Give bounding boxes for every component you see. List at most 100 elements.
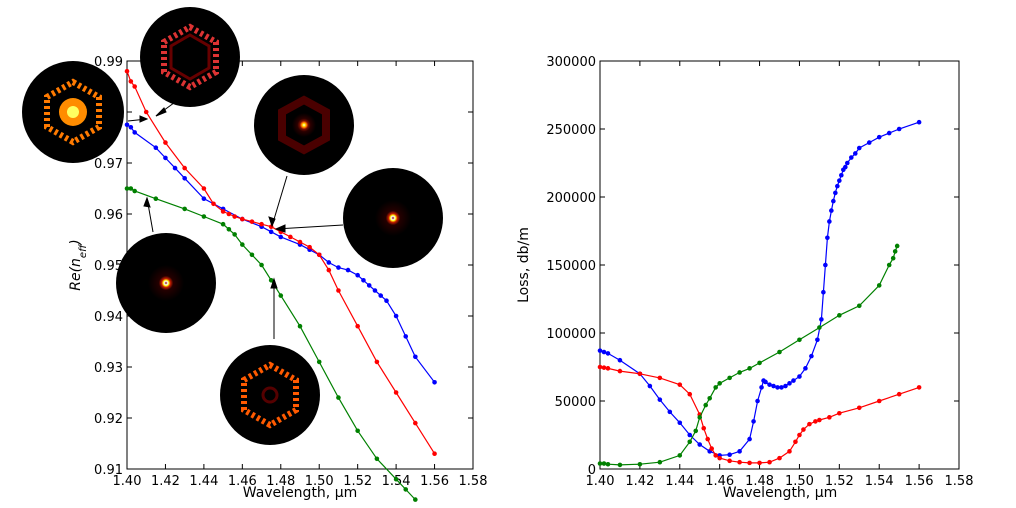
data-point [374,456,380,462]
x-tick-label: 1.42 [151,474,180,489]
data-point [713,453,718,458]
x-tick-label: 1.56 [905,474,934,489]
data-point [890,255,896,261]
data-point [345,267,351,273]
data-point [709,446,714,451]
data-point [707,395,712,401]
data-point [835,183,840,189]
mode-image-lower-left [116,233,216,333]
data-point [124,122,130,128]
data-point [693,428,699,434]
data-point [384,298,389,304]
data-point [617,368,623,374]
y-tick-label: 0 [588,463,596,478]
data-point [845,160,850,166]
data-point [153,196,159,201]
y-tick-label: 0.96 [94,208,123,223]
data-point [249,219,255,224]
data-point [124,186,130,191]
data-point [797,432,802,438]
data-point [697,415,703,420]
data-point [751,419,756,424]
data-point [657,375,663,381]
data-point [837,313,842,318]
data-point [783,383,788,389]
data-point [307,244,312,250]
left-x-axis-label: Wavelength, μm [243,485,358,501]
data-point [316,359,322,365]
data-point [413,354,418,360]
y-tick-label: 0.97 [94,157,123,172]
data-point [288,234,293,240]
x-tick-label: 1.54 [865,474,894,489]
data-point [705,436,710,442]
data-point [240,242,245,247]
x-tick-label: 1.46 [228,474,257,489]
data-point [128,79,134,84]
data-point [823,262,828,268]
data-point [737,449,742,454]
data-point [259,262,264,268]
data-point [336,395,341,400]
x-tick-label: 1.52 [825,474,854,489]
data-point [393,313,399,319]
y-tick-label: 150000 [546,259,596,274]
data-point [226,211,232,217]
series-line [597,243,900,468]
y-tick-label: 0.95 [94,259,123,274]
data-point [201,214,207,219]
data-point [791,378,796,383]
data-point [763,379,768,385]
x-tick-label: 1.58 [945,474,974,489]
data-point [163,140,168,145]
y-tick-label: 0.91 [94,463,123,478]
data-point [432,451,437,457]
data-point [201,196,207,201]
data-point [355,323,360,329]
data-point [647,383,653,389]
x-tick-label: 1.58 [459,474,488,489]
data-point [326,260,332,265]
data-point [657,459,663,465]
data-point [856,303,862,309]
data-point [843,164,848,170]
data-point [807,421,812,427]
data-point [757,360,762,366]
data-point [737,370,742,375]
data-point [182,206,187,212]
data-point [817,325,822,330]
data-point [316,252,322,258]
data-point [737,459,742,465]
data-point [297,239,303,245]
x-tick-label: 1.40 [586,474,615,489]
data-point [597,348,603,353]
data-point [355,428,360,434]
data-point [821,289,826,295]
y-tick-label: 200000 [546,191,596,206]
right-x-axis-label: Wavelength, μm [723,485,838,501]
data-point [797,337,802,343]
data-point [777,455,782,461]
series-path [127,187,416,501]
right-chart: 1.40 1.42 1.44 1.46 1.48 1.50 1.52 1.54 1.56 1.58… [516,55,973,501]
series-path [600,245,898,466]
data-point [849,155,854,160]
y-tick-label: 0.92 [94,412,123,427]
x-tick-label: 1.50 [785,474,814,489]
data-point [759,385,764,390]
data-point [617,357,623,363]
data-point [747,436,752,442]
data-point [132,84,137,89]
data-point [809,353,814,359]
data-point [697,442,703,447]
y-tick-label: 0.94 [94,310,123,325]
data-point [687,432,693,438]
data-point [803,366,808,371]
series-line [124,186,418,502]
series-line [597,119,922,458]
data-point [713,385,718,390]
data-point [232,214,237,219]
data-point [601,365,607,370]
data-point [916,119,922,125]
data-point [894,243,900,249]
